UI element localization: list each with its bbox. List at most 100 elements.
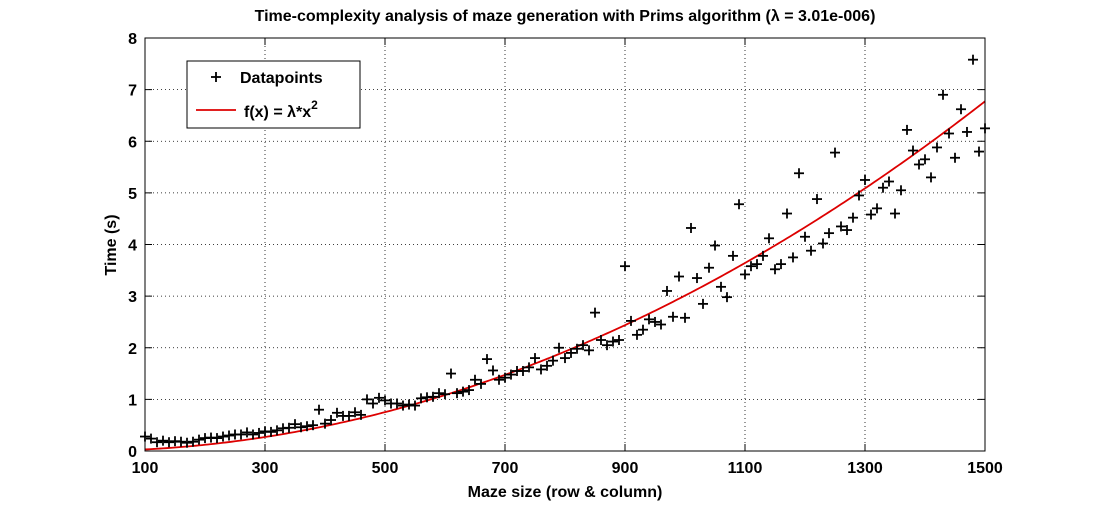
datapoint — [764, 233, 774, 244]
y-tick-label: 2 — [128, 341, 137, 358]
legend-label-fit: f(x) = λ*x2 — [244, 98, 318, 121]
datapoint — [836, 221, 846, 232]
legend-label-fit-main: f(x) = λ*x — [244, 104, 311, 121]
datapoint — [236, 429, 246, 440]
datapoint — [740, 269, 750, 280]
datapoint — [416, 393, 426, 404]
x-axis-label: Maze size (row & column) — [468, 484, 663, 501]
datapoint — [590, 307, 600, 318]
fit-curve — [144, 100, 986, 451]
x-tick-label: 900 — [612, 460, 639, 477]
datapoint — [326, 415, 336, 426]
datapoint — [752, 259, 762, 270]
datapoint — [746, 261, 756, 272]
datapoint — [770, 264, 780, 275]
datapoint — [560, 353, 570, 364]
legend: Datapoints f(x) = λ*x2 — [186, 60, 361, 129]
datapoint — [920, 154, 930, 165]
datapoint — [266, 426, 276, 437]
datapoint — [410, 400, 420, 411]
datapoint — [638, 324, 648, 335]
datapoint — [662, 285, 672, 296]
datapoint — [446, 368, 456, 379]
datapoint — [734, 199, 744, 210]
datapoint — [758, 250, 768, 261]
datapoint — [356, 409, 366, 420]
chart-title: Time-complexity analysis of maze generat… — [255, 8, 876, 25]
legend-label-datapoints: Datapoints — [240, 70, 323, 87]
datapoint — [530, 353, 540, 364]
y-tick-label: 3 — [128, 289, 137, 306]
datapoint — [506, 369, 516, 380]
datapoint — [872, 203, 882, 214]
datapoint — [248, 429, 258, 440]
datapoint — [182, 437, 192, 448]
datapoint — [878, 182, 888, 193]
datapoint — [776, 259, 786, 270]
fit-curve-layer — [144, 100, 986, 451]
datapoint — [860, 174, 870, 185]
axis-ticks — [144, 37, 986, 452]
x-tick-labels: 100 300 500 700 900 1100 1300 1500 — [132, 460, 1003, 477]
datapoint — [644, 314, 654, 325]
datapoint — [308, 420, 318, 431]
datapoint — [272, 425, 282, 436]
datapoint — [884, 176, 894, 187]
datapoint — [596, 335, 606, 346]
y-tick-label: 4 — [128, 238, 137, 255]
x-tick-label: 700 — [492, 460, 519, 477]
datapoint — [692, 273, 702, 284]
datapoint — [902, 124, 912, 135]
datapoint — [470, 374, 480, 385]
datapoint — [458, 386, 468, 397]
datapoint — [374, 392, 384, 403]
datapoint — [842, 225, 852, 236]
datapoint — [158, 435, 168, 446]
datapoint — [788, 252, 798, 263]
x-tick-label: 100 — [132, 460, 159, 477]
x-tick-label: 1500 — [967, 460, 1003, 477]
datapoint — [608, 336, 618, 347]
datapoint — [686, 222, 696, 233]
datapoint — [362, 394, 372, 405]
datapoint — [350, 407, 360, 418]
datapoint — [704, 262, 714, 273]
x-tick-label: 500 — [372, 460, 399, 477]
datapoint — [146, 433, 156, 444]
datapoint — [818, 238, 828, 249]
datapoint — [290, 419, 300, 430]
datapoint — [824, 228, 834, 239]
x-tick-label: 1100 — [728, 460, 763, 477]
y-tick-label: 7 — [128, 83, 137, 100]
datapoint — [950, 152, 960, 163]
datapoint — [710, 240, 720, 251]
y-tick-label: 8 — [128, 31, 137, 48]
datapoint — [218, 431, 228, 442]
datapoint — [602, 340, 612, 351]
datapoint — [320, 418, 330, 429]
datapoint — [212, 433, 222, 444]
datapoint — [404, 399, 414, 410]
datapoint — [188, 436, 198, 447]
datapoint — [848, 212, 858, 223]
datapoint — [194, 434, 204, 445]
datapoint — [476, 378, 486, 389]
datapoint — [944, 128, 954, 139]
datapoint — [926, 172, 936, 183]
y-axis-label: Time (s) — [103, 214, 120, 275]
datapoint — [380, 395, 390, 406]
datapoint — [932, 142, 942, 153]
datapoint — [866, 209, 876, 220]
datapoint — [368, 398, 378, 409]
datapoint — [524, 362, 534, 373]
datapoint — [344, 410, 354, 421]
datapoint — [440, 389, 450, 400]
datapoint — [914, 159, 924, 170]
datapoints-layer — [140, 54, 990, 448]
datapoint — [938, 89, 948, 100]
datapoint — [812, 194, 822, 205]
datapoint — [782, 208, 792, 219]
datapoint — [152, 437, 162, 448]
datapoint — [728, 250, 738, 261]
